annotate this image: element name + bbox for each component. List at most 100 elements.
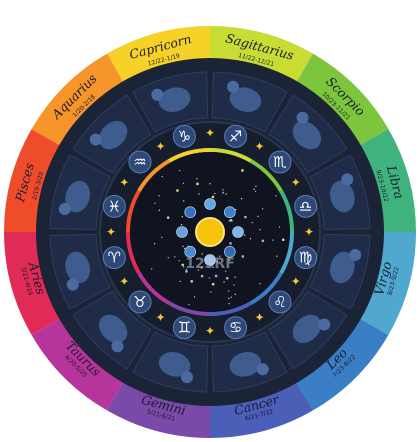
- inner-ring-sagittarius: [210, 148, 252, 163]
- star-dot: [211, 195, 215, 199]
- star-dot: [176, 189, 179, 192]
- star-dot: [244, 215, 247, 219]
- star-dot: [223, 281, 225, 283]
- star-dot: [153, 242, 156, 245]
- star-dot: [182, 266, 185, 268]
- star-icon: ✦: [155, 311, 165, 325]
- star-dot: [234, 276, 236, 278]
- star-dot: [228, 297, 230, 300]
- inner-ring-cancer: [210, 301, 252, 316]
- star-dot: [183, 200, 185, 202]
- libra-figure-head: [341, 173, 354, 186]
- leo-glyph-badge: [268, 290, 292, 314]
- star-dot: [188, 303, 190, 306]
- segment-sagittarius: [210, 26, 313, 90]
- aquarius-glyph-badge: [128, 150, 152, 174]
- sagittarius-figure-icon: [229, 87, 262, 112]
- segment-aquarius: [31, 53, 128, 150]
- star-dot: [211, 282, 215, 286]
- star-dot: [198, 193, 200, 195]
- cancer-figure-head: [256, 363, 269, 376]
- planet-icon: [184, 206, 197, 219]
- aquarius-glyph-icon: ♒: [133, 153, 146, 171]
- rainbow-inner-ring: [126, 148, 294, 316]
- star-dot: [234, 293, 236, 296]
- scorpio-figure-head: [296, 111, 309, 124]
- cancer-figure-icon: [229, 352, 262, 377]
- inner-ring-gemini: [168, 301, 210, 316]
- aquarius-figure-head: [89, 133, 102, 146]
- star-dot: [167, 256, 170, 259]
- star-icon: ✦: [106, 225, 116, 239]
- segment-scorpio: [292, 53, 389, 150]
- star-dot: [243, 234, 246, 236]
- star-dot: [161, 236, 163, 239]
- segment-virgo: [352, 232, 416, 335]
- capricorn-figure-icon: [158, 87, 191, 112]
- star-dot: [182, 182, 185, 185]
- planet-icon: [184, 245, 197, 258]
- star-icon: ✦: [254, 311, 264, 325]
- star-dot: [158, 195, 160, 197]
- star-dot: [233, 284, 235, 286]
- star-dot: [209, 182, 211, 185]
- star-dot: [208, 277, 211, 279]
- taurus-figure-icon: [98, 314, 128, 344]
- star-dot: [259, 228, 261, 231]
- gemini-figure-icon: [158, 352, 191, 377]
- star-dot: [227, 290, 230, 292]
- virgo-glyph-icon: ♍: [299, 249, 312, 267]
- star-dot: [185, 270, 188, 273]
- pisces-figure-head: [58, 203, 71, 216]
- star-dot: [240, 197, 243, 200]
- segment-taurus: [31, 314, 128, 411]
- segment-leo: [292, 314, 389, 411]
- star-dot: [182, 245, 184, 248]
- star-dot: [158, 209, 160, 211]
- star-dot: [154, 202, 156, 205]
- star-dot: [174, 256, 176, 258]
- scorpio-figure-icon: [292, 120, 322, 150]
- star-icon: ✦: [291, 275, 301, 289]
- star-icon: ✦: [119, 176, 129, 190]
- star-dot: [180, 223, 183, 226]
- star-dot: [210, 291, 212, 293]
- star-dot: [230, 296, 232, 298]
- libra-glyph-icon: ♎: [299, 197, 312, 215]
- star-dot: [185, 268, 188, 271]
- gemini-glyph-icon: ♊: [178, 319, 191, 337]
- inner-ring-virgo: [279, 232, 294, 274]
- star-icon: ✦: [119, 275, 129, 289]
- planet-icon: [204, 198, 216, 210]
- capricorn-glyph-badge: [172, 124, 196, 148]
- sagittarius-glyph-icon: ♐: [229, 127, 242, 145]
- planet-ring: [176, 198, 244, 266]
- star-field: [151, 169, 285, 306]
- star-icon: ✦: [304, 225, 314, 239]
- star-icon: ✦: [205, 126, 215, 140]
- sign-glyphs: ♑ ♐ ♏ ♎ ♍ ♌ ♋ ♊ ♉ ♈ ♓ ♒: [102, 124, 318, 340]
- star-dot: [183, 247, 186, 250]
- star-dot: [261, 208, 264, 210]
- star-dot: [161, 175, 163, 178]
- star-dot: [275, 195, 277, 197]
- star-dot: [255, 185, 257, 187]
- star-icon: ✦: [155, 139, 165, 153]
- star-dot: [228, 220, 230, 222]
- star-dot: [225, 276, 229, 280]
- inner-ring-taurus: [137, 272, 170, 305]
- planet-icon: [223, 245, 236, 258]
- cancer-glyph-badge: [224, 316, 248, 340]
- star-icon: ✦: [291, 176, 301, 190]
- libra-glyph-badge: [294, 194, 318, 218]
- gold-stars: ✦ ✦ ✦ ✦ ✦ ✦ ✦ ✦ ✦ ✦ ✦ ✦: [106, 126, 314, 338]
- pisces-glyph-icon: ♓: [108, 197, 121, 215]
- star-dot: [278, 226, 281, 228]
- star-dot: [190, 280, 194, 283]
- star-dot: [179, 280, 181, 283]
- inner-ring-aries: [126, 232, 141, 274]
- star-dot: [259, 282, 261, 285]
- star-icon: ✦: [205, 324, 215, 338]
- virgo-glyph-badge: [294, 246, 318, 270]
- planet-icon: [204, 254, 216, 266]
